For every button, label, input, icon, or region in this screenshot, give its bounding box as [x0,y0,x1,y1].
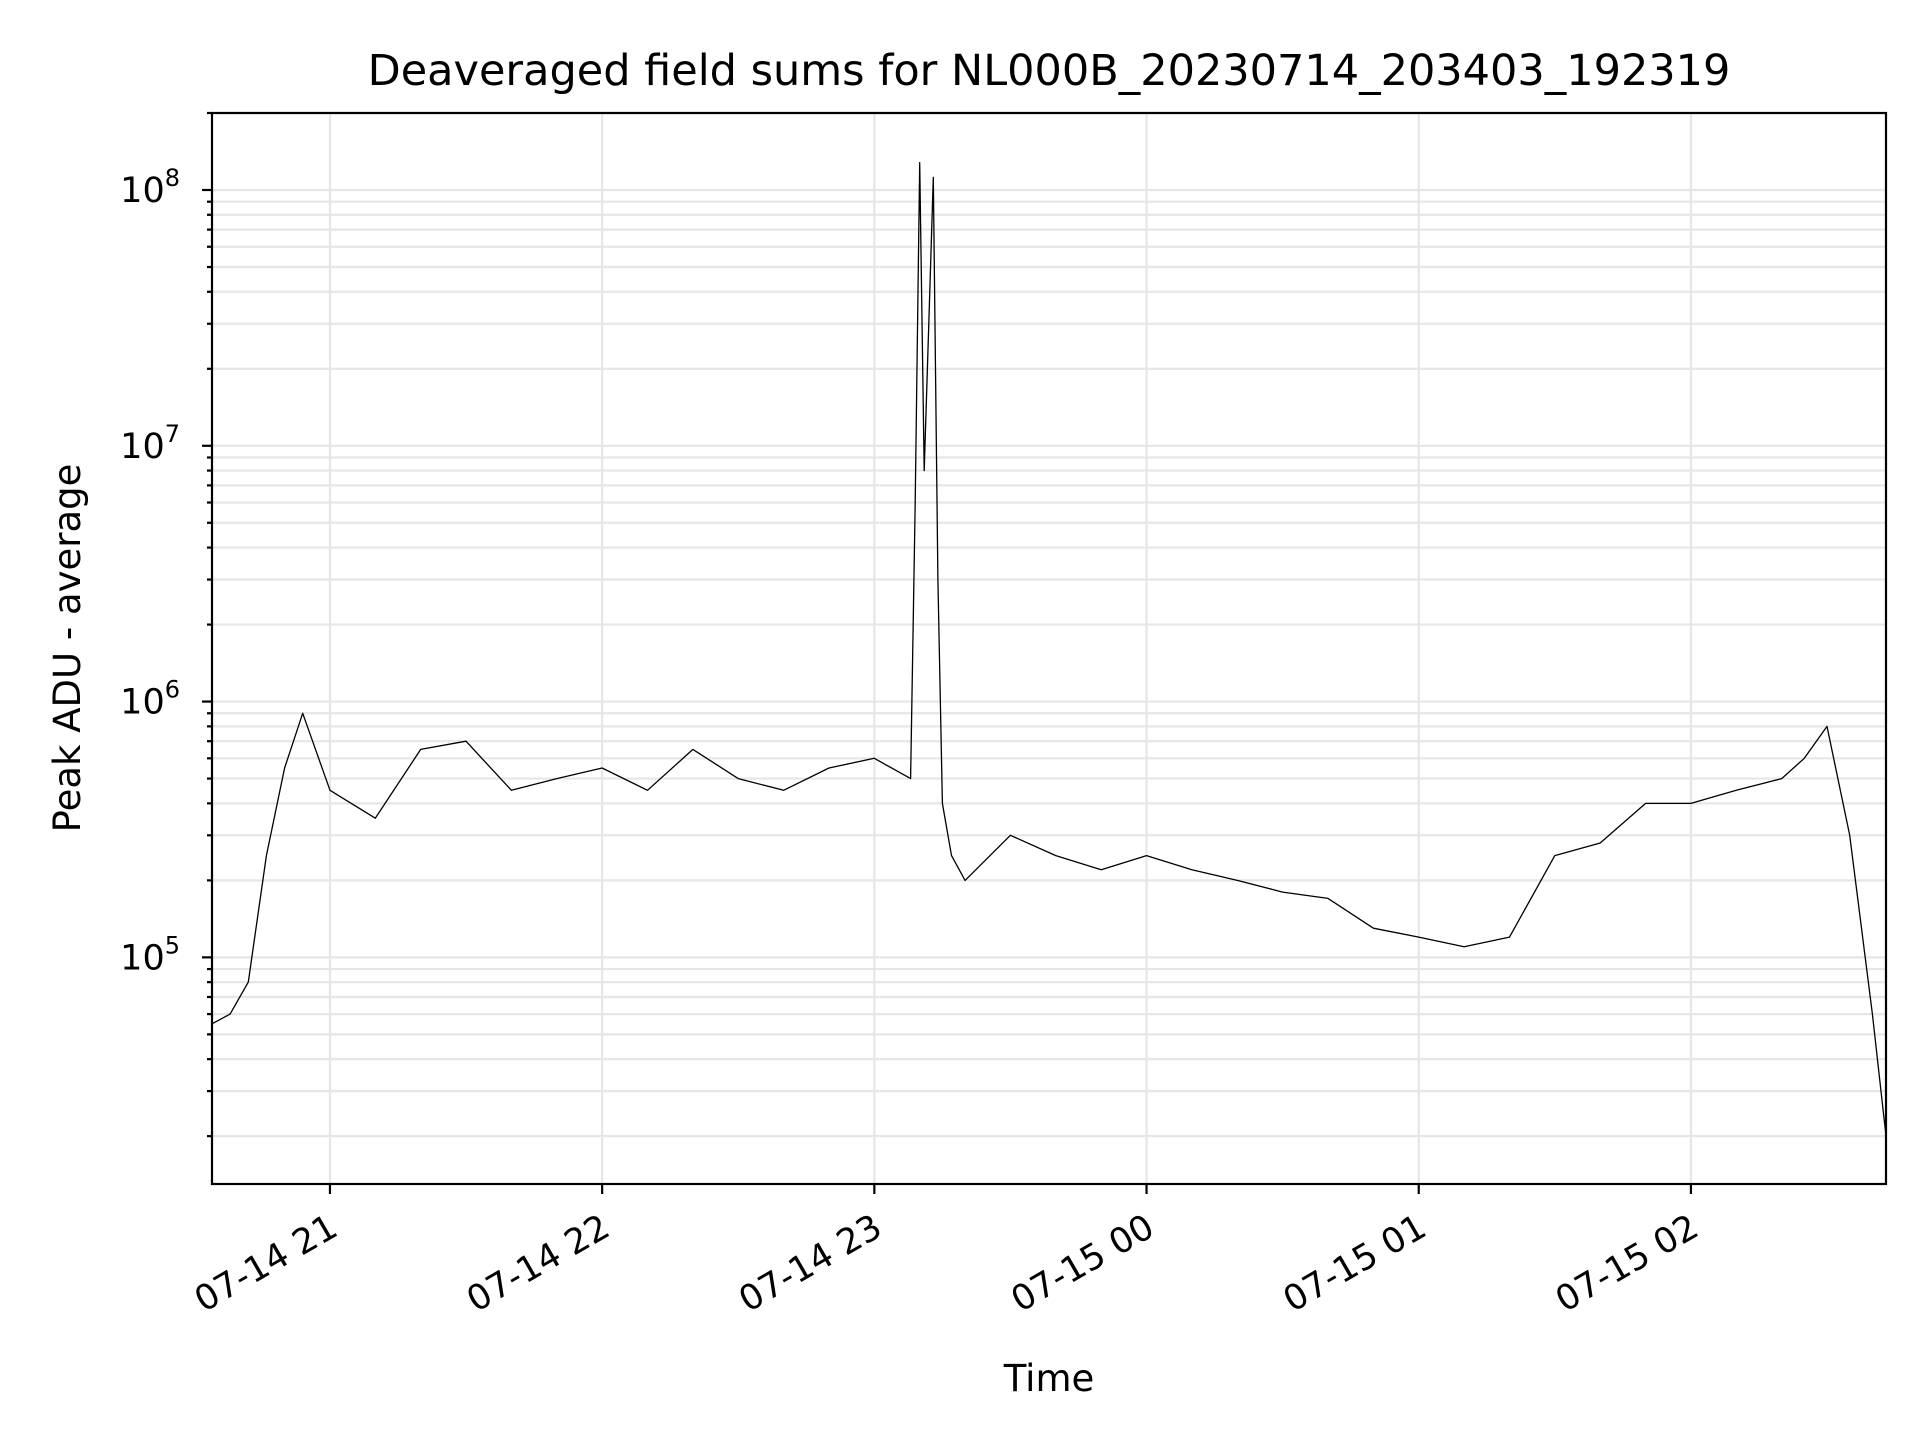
chart-title: Deaveraged field sums for NL000B_2023071… [368,46,1731,96]
y-tick-label-exponent: 6 [165,676,180,704]
y-tick-label-base: 10 [120,171,165,211]
y-tick-label-base: 10 [120,938,165,978]
y-tick-label-exponent: 8 [165,164,180,192]
y-tick-label-base: 10 [120,427,165,467]
y-tick-label: 108 [120,164,180,211]
y-tick-label-exponent: 7 [165,420,180,448]
y-tick-label-base: 10 [120,683,165,723]
y-axis-label: Peak ADU - average [46,464,89,833]
y-tick-label: 105 [120,931,180,978]
plot-frame [210,111,1888,1186]
y-tick-label: 106 [120,676,180,723]
x-axis-label: Time [1003,1357,1095,1400]
grid [212,111,1886,1184]
y-tick-label-exponent: 5 [165,931,180,959]
ticks [202,111,1693,1194]
y-tick-label: 107 [120,420,180,467]
series-line [211,161,1887,1137]
